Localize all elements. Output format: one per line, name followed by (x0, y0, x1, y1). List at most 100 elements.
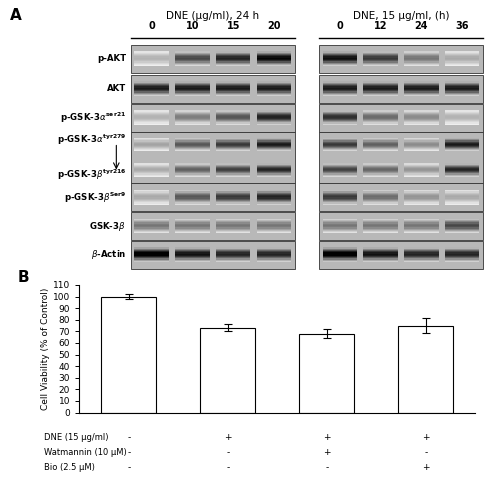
Bar (323, 90, 357, 92)
Bar (445, 168, 479, 169)
Bar (216, 120, 250, 121)
Text: -: - (226, 464, 229, 472)
Bar (216, 121, 250, 122)
Bar (323, 142, 357, 144)
Bar (404, 224, 439, 226)
Bar (323, 65, 357, 66)
Text: -: - (127, 464, 130, 472)
Bar (363, 88, 397, 89)
Bar (445, 166, 479, 167)
Bar (216, 138, 250, 140)
Bar (404, 172, 439, 174)
Bar (216, 86, 250, 88)
Bar (216, 146, 250, 147)
Bar (404, 232, 439, 234)
Bar (323, 148, 357, 149)
Bar (363, 60, 397, 62)
Bar (216, 85, 250, 86)
Bar (404, 167, 439, 168)
Bar (135, 218, 169, 220)
Bar (404, 254, 439, 256)
Text: -: - (325, 464, 328, 472)
Bar (175, 146, 209, 147)
Bar (445, 224, 479, 225)
Bar (445, 85, 479, 86)
Bar (404, 224, 439, 225)
Bar (363, 121, 397, 122)
Bar (363, 94, 397, 95)
Bar (257, 166, 291, 167)
Bar (216, 144, 250, 146)
Bar (257, 169, 291, 170)
Bar (323, 174, 357, 176)
Bar (135, 169, 169, 170)
Bar (216, 140, 250, 141)
Y-axis label: Cell Viability (% of Control): Cell Viability (% of Control) (41, 288, 50, 410)
Bar (323, 124, 357, 125)
Bar (445, 171, 479, 172)
Bar (216, 254, 250, 256)
Bar (445, 138, 479, 140)
Bar (175, 224, 209, 225)
Bar (323, 146, 357, 147)
Bar (135, 56, 169, 58)
Bar (257, 227, 291, 228)
Text: +: + (323, 448, 331, 457)
Bar (363, 52, 397, 54)
Bar (175, 169, 209, 170)
Bar (363, 82, 397, 83)
Bar (323, 56, 357, 58)
Bar (323, 251, 357, 252)
Bar (404, 122, 439, 124)
Bar (363, 52, 397, 53)
Bar (135, 115, 169, 116)
Bar (216, 94, 250, 95)
Bar (323, 226, 357, 228)
Bar (135, 89, 169, 90)
Bar (404, 90, 439, 92)
Bar (216, 62, 250, 64)
Bar (323, 224, 357, 225)
Bar (175, 138, 209, 140)
Text: 0: 0 (148, 21, 155, 31)
Bar (323, 228, 357, 230)
Bar (175, 172, 209, 174)
Bar (363, 116, 397, 117)
Bar (175, 82, 209, 84)
Bar (404, 149, 439, 150)
Bar (175, 122, 209, 124)
Bar (363, 258, 397, 260)
Bar (323, 260, 357, 261)
Bar (135, 231, 169, 232)
Bar (363, 164, 397, 166)
Bar (323, 222, 357, 224)
Bar (319, 212, 483, 240)
Bar (257, 64, 291, 65)
Bar (175, 231, 209, 232)
Bar (445, 248, 479, 250)
Bar (257, 82, 291, 84)
Bar (363, 251, 397, 252)
Bar (257, 222, 291, 224)
Bar (175, 149, 209, 150)
Bar (404, 147, 439, 148)
Bar (363, 118, 397, 120)
Bar (323, 95, 357, 96)
Bar (363, 64, 397, 65)
Bar (216, 194, 250, 195)
Bar (323, 232, 357, 234)
Bar (445, 82, 479, 83)
Bar (135, 142, 169, 144)
Bar (135, 171, 169, 172)
Bar (257, 58, 291, 60)
Bar (216, 90, 250, 92)
Bar (323, 230, 357, 231)
Bar (257, 167, 291, 168)
Bar (323, 168, 357, 169)
Bar (404, 257, 439, 258)
Bar (175, 120, 209, 121)
Bar (216, 232, 250, 234)
Bar (363, 124, 397, 125)
Bar (257, 52, 291, 54)
Bar (257, 148, 291, 149)
